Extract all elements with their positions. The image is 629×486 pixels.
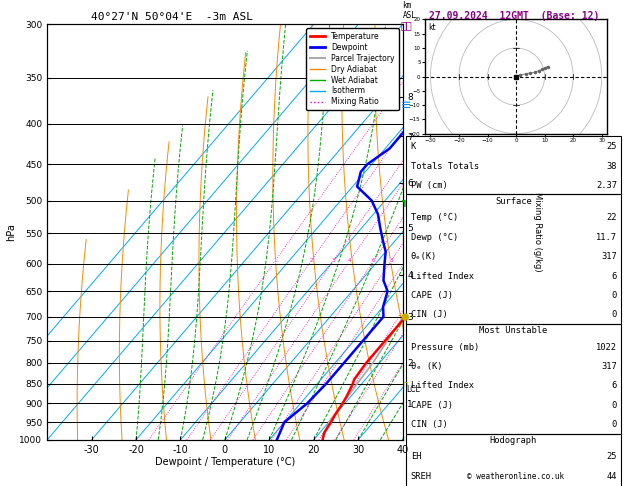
Legend: Temperature, Dewpoint, Parcel Trajectory, Dry Adiabat, Wet Adiabat, Isotherm, Mi: Temperature, Dewpoint, Parcel Trajectory… [306,28,399,110]
Text: 6: 6 [612,272,617,280]
Text: 6: 6 [372,258,376,263]
Text: 0: 0 [612,420,617,429]
Text: Totals Totals: Totals Totals [411,162,479,171]
Title: 40°27'N 50°04'E  -3m ASL: 40°27'N 50°04'E -3m ASL [91,12,253,22]
Text: 11.7: 11.7 [596,233,617,242]
Text: 1: 1 [274,258,277,263]
Text: SREH: SREH [411,472,431,481]
Text: 317: 317 [601,362,617,371]
Text: ┓: ┓ [401,195,406,206]
Text: 6: 6 [612,382,617,390]
Text: Surface: Surface [495,197,532,206]
Text: 0: 0 [612,401,617,410]
Text: 27.09.2024  12GMT  (Base: 12): 27.09.2024 12GMT (Base: 12) [430,11,599,21]
Text: 2.37: 2.37 [596,181,617,190]
Text: © weatheronline.co.uk: © weatheronline.co.uk [467,472,564,481]
Text: θₑ(K): θₑ(K) [411,252,437,261]
Text: kt: kt [428,23,436,32]
Text: Lifted Index: Lifted Index [411,272,474,280]
Text: 25: 25 [606,142,617,151]
Text: Most Unstable: Most Unstable [479,326,547,335]
Text: 0: 0 [612,291,617,300]
Text: 3: 3 [331,258,335,263]
Text: CIN (J): CIN (J) [411,420,447,429]
Y-axis label: hPa: hPa [6,223,16,241]
Text: EH: EH [411,452,421,461]
Text: ⥄⥄: ⥄⥄ [401,20,413,30]
Text: Temp (°C): Temp (°C) [411,213,458,222]
Text: 22: 22 [606,213,617,222]
Text: θₑ (K): θₑ (K) [411,362,442,371]
Text: 317: 317 [601,252,617,261]
Text: K: K [411,142,416,151]
Text: 44: 44 [606,472,617,481]
Text: PW (cm): PW (cm) [411,181,447,190]
Text: LCL: LCL [407,385,420,394]
Text: 38: 38 [606,162,617,171]
Text: km
ASL: km ASL [403,1,416,20]
Text: 1022: 1022 [596,343,617,351]
Text: ●: ● [401,312,409,322]
Text: 4: 4 [348,258,352,263]
Text: Hodograph: Hodograph [489,436,537,445]
Text: Dewp (°C): Dewp (°C) [411,233,458,242]
Text: Lifted Index: Lifted Index [411,382,474,390]
Text: CAPE (J): CAPE (J) [411,291,453,300]
Text: 25: 25 [606,452,617,461]
Text: Mixing Ratio (g/kg): Mixing Ratio (g/kg) [533,192,542,272]
Text: 0: 0 [612,311,617,319]
Text: CIN (J): CIN (J) [411,311,447,319]
Text: CAPE (J): CAPE (J) [411,401,453,410]
Text: 8: 8 [389,258,393,263]
X-axis label: Dewpoint / Temperature (°C): Dewpoint / Temperature (°C) [155,457,295,468]
Text: ┌┐: ┌┐ [401,381,409,387]
Text: 2: 2 [309,258,313,263]
Text: ≡: ≡ [401,99,411,112]
Text: Pressure (mb): Pressure (mb) [411,343,479,351]
